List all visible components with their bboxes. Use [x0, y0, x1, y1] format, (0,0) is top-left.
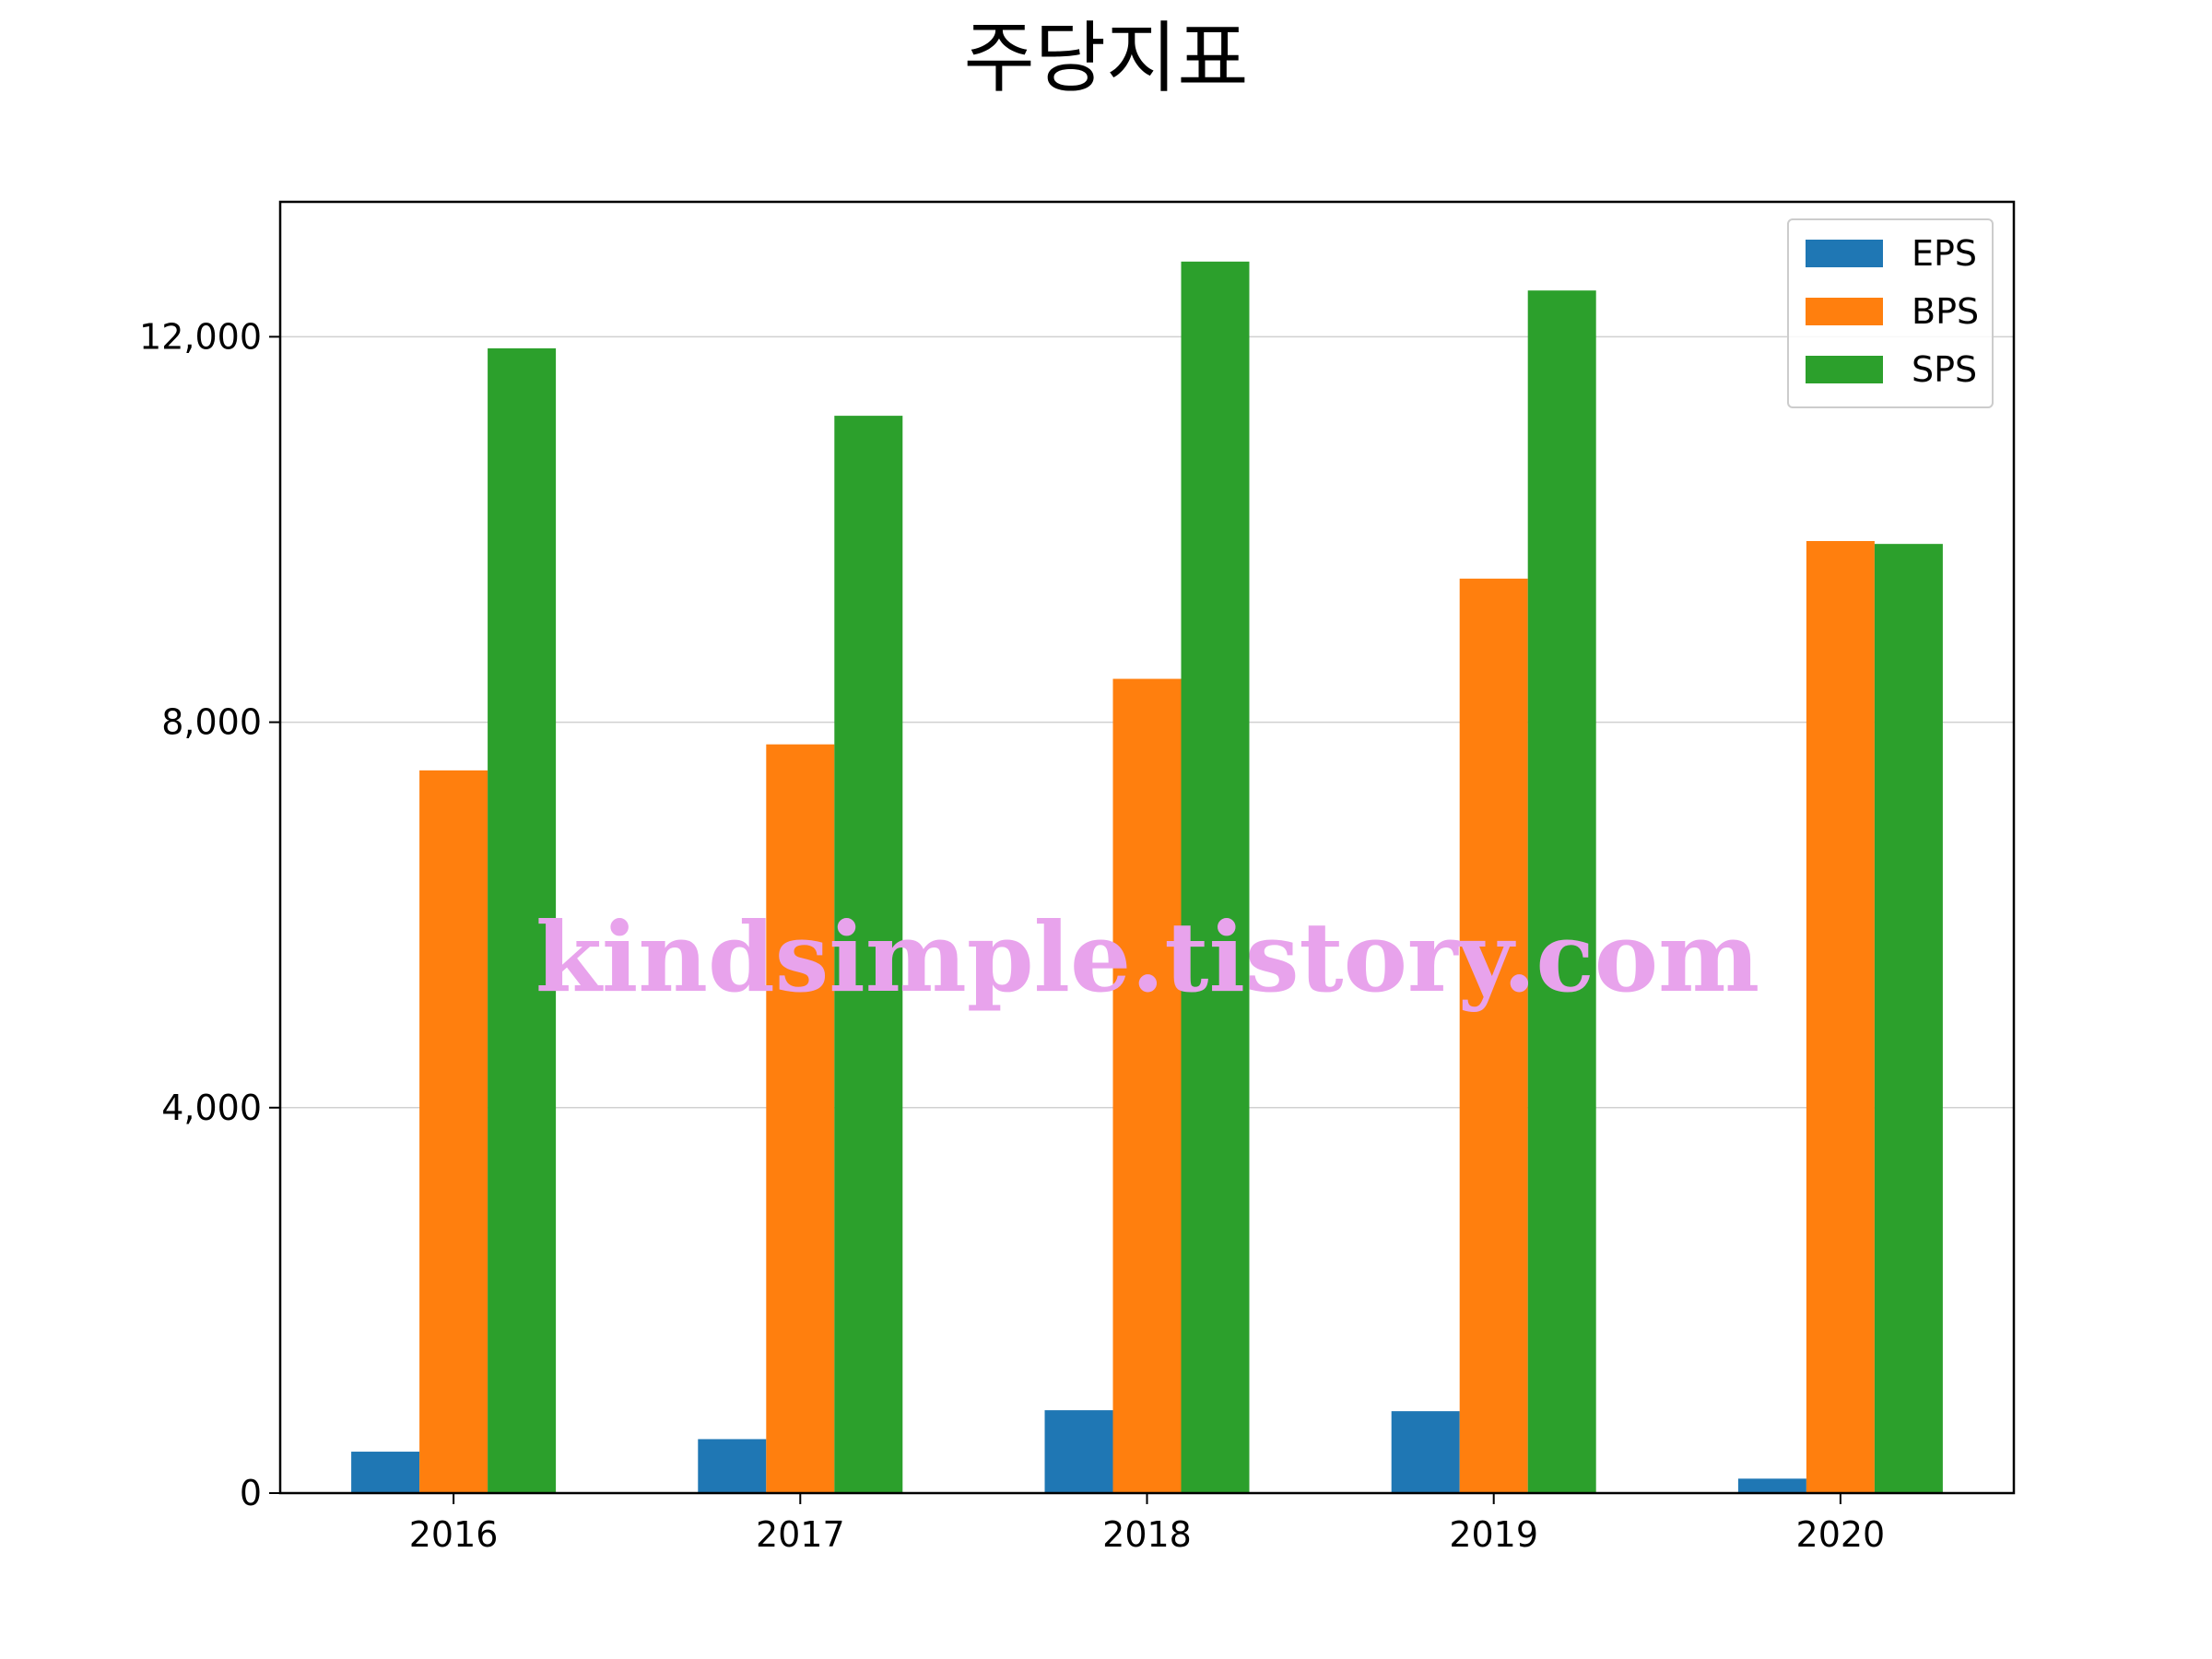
y-tick-label: 0 [240, 1473, 262, 1513]
bar-sps-2016 [488, 347, 557, 1493]
bar-sps-2018 [1181, 261, 1250, 1493]
plot-frame [278, 200, 2016, 1495]
bar-eps-2020 [1737, 1478, 1806, 1493]
y-tick-label: 12,000 [139, 316, 262, 357]
bar-sps-2019 [1527, 290, 1596, 1494]
legend-swatch-eps [1806, 240, 1883, 267]
bar-sps-2020 [1874, 544, 1943, 1494]
x-tick-label: 2020 [1796, 1514, 1886, 1555]
legend-label-bps: BPS [1912, 291, 1979, 332]
bar-eps-2019 [1391, 1411, 1460, 1493]
bars [351, 261, 1943, 1494]
x-tick-label: 2019 [1449, 1514, 1538, 1555]
chart-title: 주당지표 [963, 13, 1248, 103]
legend-swatch-bps [1806, 298, 1883, 325]
bar-bps-2016 [419, 770, 488, 1493]
bar-eps-2016 [351, 1452, 420, 1493]
legend-swatch-sps [1806, 356, 1883, 383]
bar-sps-2017 [834, 416, 903, 1493]
legend-label-sps: SPS [1912, 349, 1977, 390]
x-tick-label: 2016 [409, 1514, 499, 1555]
y-tick-label: 8,000 [161, 702, 262, 743]
bar-bps-2019 [1459, 578, 1528, 1493]
bar-eps-2018 [1044, 1410, 1113, 1493]
watermark: kindsimple.tistory.com [535, 900, 1759, 1014]
bar-bps-2017 [766, 744, 835, 1493]
x-tick-label: 2018 [1102, 1514, 1192, 1555]
axes: 0 4,000 8,000 12,000 2016 2017 2018 2019 2020 [139, 200, 2016, 1555]
bar-eps-2017 [698, 1439, 767, 1493]
x-tick-label: 2017 [756, 1514, 845, 1555]
legend-label-eps: EPS [1912, 233, 1977, 274]
y-tick-label: 4,000 [161, 1088, 262, 1128]
bar-bps-2018 [1112, 678, 1182, 1493]
bar-bps-2020 [1806, 541, 1875, 1493]
legend: EPS BPS SPS [1787, 218, 1994, 408]
